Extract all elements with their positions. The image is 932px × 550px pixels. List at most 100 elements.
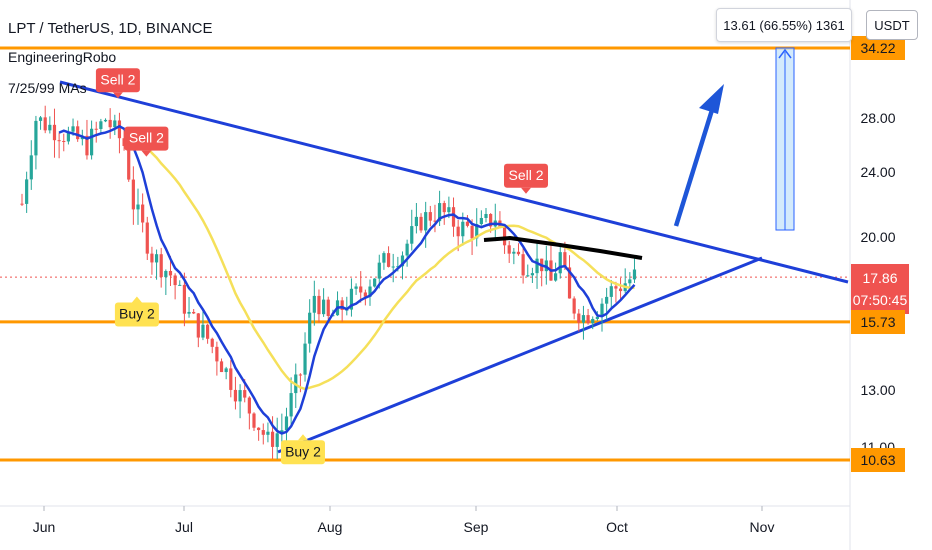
candle	[178, 284, 182, 286]
signal-badge	[124, 126, 169, 151]
candle	[108, 119, 112, 128]
candle	[173, 275, 177, 286]
candle	[150, 253, 154, 263]
candle	[99, 121, 103, 129]
candle	[215, 346, 219, 362]
candle	[289, 393, 293, 417]
candle	[57, 140, 61, 142]
candle	[363, 292, 367, 297]
candle	[373, 278, 377, 287]
level-price-label: 10.63	[860, 452, 895, 468]
measure-tool[interactable]	[775, 47, 795, 231]
time-tick-label: Jul	[175, 519, 193, 535]
ma99-line	[483, 235, 643, 260]
signal-badge	[114, 302, 159, 327]
last-price-badge	[851, 264, 909, 314]
candle	[326, 299, 330, 316]
candle	[535, 258, 539, 274]
signal-labels[interactable]: Sell 2 Sell 2 Buy 2 Buy 2 Sell 2	[95, 68, 548, 465]
candle	[419, 216, 423, 231]
candle	[298, 374, 302, 376]
candle	[270, 431, 275, 447]
candle	[317, 295, 321, 315]
signal-badge	[95, 68, 140, 93]
candle	[192, 311, 196, 314]
projection-arrow-shaft[interactable]	[673, 109, 715, 227]
candle	[354, 286, 358, 289]
candle	[71, 126, 75, 132]
signal-pointer	[141, 150, 152, 157]
candle	[410, 226, 414, 244]
candle	[266, 431, 270, 435]
candle	[526, 275, 530, 277]
candle	[261, 430, 265, 435]
candle	[127, 146, 131, 180]
horizontal-levels[interactable]	[0, 46, 850, 462]
candle	[94, 128, 98, 130]
candle	[312, 295, 316, 313]
candle	[530, 273, 534, 276]
candle	[340, 300, 344, 310]
candle	[554, 273, 558, 281]
candle	[349, 288, 354, 310]
candle	[405, 243, 409, 256]
projection-arrow-head	[699, 84, 724, 114]
time-tick-label: Sep	[464, 519, 489, 535]
candle	[229, 368, 233, 390]
candle	[238, 390, 242, 402]
candle	[187, 311, 191, 314]
lower-trendline[interactable]	[277, 256, 763, 454]
measure-readout: 13.61 (66.55%) 1361	[716, 8, 852, 42]
candle	[113, 120, 117, 128]
upper-trendline[interactable]	[59, 80, 849, 284]
candle	[442, 203, 446, 213]
candle	[479, 217, 483, 225]
candle	[489, 213, 493, 227]
candle	[34, 120, 38, 156]
projection-arrow[interactable]	[673, 84, 724, 227]
candle	[567, 267, 572, 299]
candle	[38, 117, 43, 121]
signal-pointer	[521, 187, 531, 194]
time-tick-label: Jun	[33, 519, 56, 535]
triangle-trendlines[interactable]	[59, 80, 849, 454]
candle	[136, 204, 140, 210]
candle	[243, 390, 247, 398]
candle	[233, 389, 238, 402]
candle	[368, 286, 372, 297]
candle	[465, 221, 470, 226]
level-price-badge	[851, 310, 905, 334]
time-tick-label: Aug	[318, 519, 343, 535]
candle	[322, 299, 326, 315]
candle	[196, 313, 200, 338]
signal-pointer	[112, 92, 123, 99]
candle	[117, 120, 122, 139]
candle	[145, 222, 149, 254]
candle	[614, 286, 618, 289]
signal-pointer	[297, 434, 308, 441]
candle	[201, 324, 205, 338]
indicator-name[interactable]: EngineeringRobo	[8, 49, 117, 65]
candle	[52, 124, 57, 141]
candle	[447, 207, 451, 213]
last-price-label: 17.86	[862, 270, 897, 286]
candle	[90, 128, 94, 156]
time-axis: Jun Jul Aug Sep Oct Nov	[33, 506, 774, 535]
candle	[62, 140, 66, 142]
candle	[577, 313, 581, 323]
signal-pointer	[131, 296, 142, 303]
candle	[456, 226, 460, 237]
chart-grid	[0, 0, 851, 550]
ma-legend[interactable]: 7/25/99 MAs	[8, 80, 87, 96]
signal-text: Buy 2	[119, 306, 155, 322]
candle	[85, 135, 89, 156]
currency-button[interactable]: USDT	[866, 10, 918, 40]
candle	[438, 203, 442, 222]
candle	[475, 224, 479, 239]
level-price-label: 15.73	[860, 314, 895, 330]
signal-text: Sell 2	[129, 130, 164, 146]
candle	[595, 316, 599, 319]
candle	[280, 430, 284, 434]
candle	[43, 117, 47, 131]
